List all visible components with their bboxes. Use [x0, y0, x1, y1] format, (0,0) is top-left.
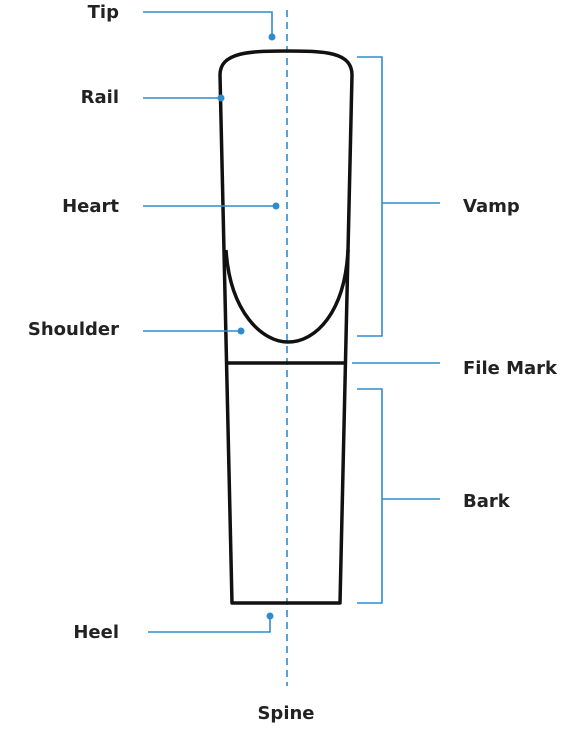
- bracket: [357, 388, 383, 604]
- bracket: [357, 56, 383, 337]
- leader-dot: [272, 202, 280, 210]
- label: Shoulder: [28, 319, 119, 340]
- label: Vamp: [463, 196, 520, 217]
- leader: [143, 11, 273, 37]
- leader-dot: [266, 612, 274, 620]
- heart-curve: [224, 249, 350, 344]
- leader-dot: [268, 33, 276, 41]
- label: File Mark: [463, 358, 558, 379]
- label: Rail: [81, 87, 119, 108]
- label: Heel: [73, 622, 119, 643]
- leader: [148, 616, 271, 633]
- leader-dot: [237, 327, 245, 335]
- label: Heart: [62, 196, 119, 217]
- reed-outline: [218, 49, 354, 605]
- label: Bark: [463, 491, 511, 512]
- label: Spine: [257, 703, 314, 724]
- label: Tip: [88, 2, 119, 23]
- leader-dot: [217, 94, 225, 102]
